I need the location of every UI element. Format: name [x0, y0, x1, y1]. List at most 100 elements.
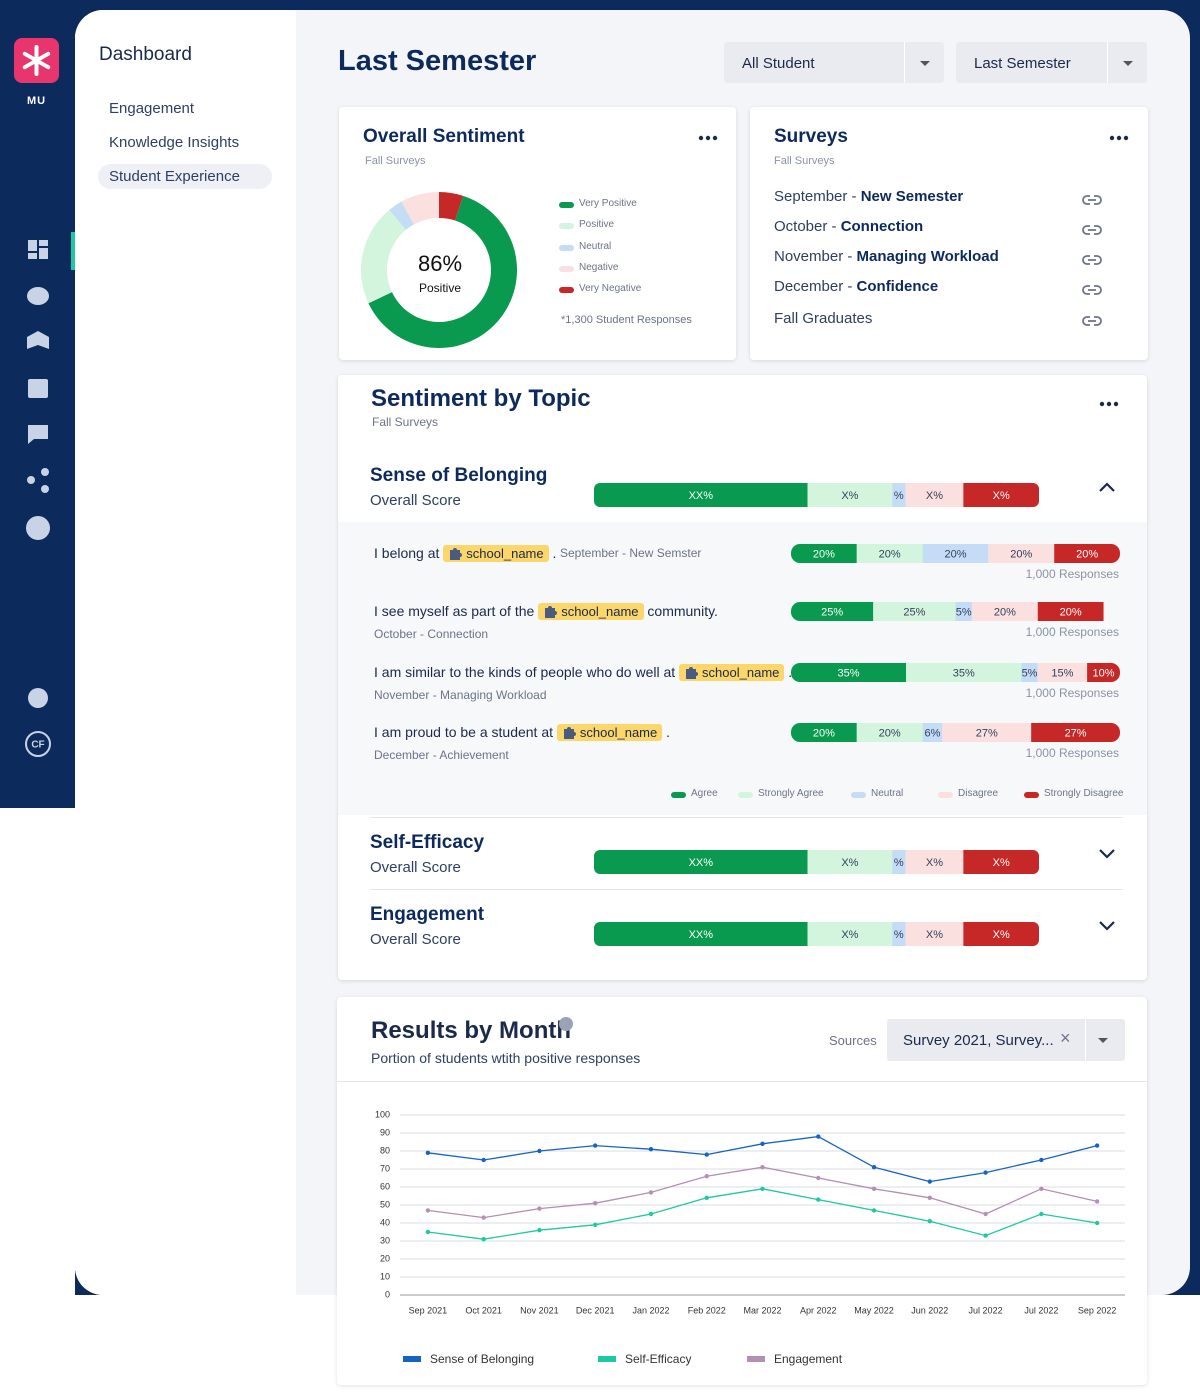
divider — [370, 817, 1123, 818]
series-point — [927, 1219, 933, 1224]
series-point — [1039, 1186, 1044, 1191]
icon[interactable] — [27, 287, 49, 305]
active-indicator — [71, 232, 75, 270]
legend-label: Neutral — [871, 788, 904, 799]
puzzle-icon — [563, 727, 576, 739]
survey-item[interactable]: Fall Graduates — [774, 310, 872, 327]
segments: XX% X%% X% X% — [594, 922, 1039, 946]
filter-select[interactable]: All Student — [724, 42, 944, 83]
nav-item[interactable]: Knowledge Insights — [109, 134, 240, 151]
dot — [1116, 135, 1122, 141]
more-menu[interactable] — [698, 135, 718, 141]
link-icon[interactable] — [1082, 224, 1102, 236]
question-after: . — [784, 664, 793, 680]
question-survey: October - Connection — [374, 627, 489, 641]
series-point — [1094, 1143, 1100, 1148]
series-point — [704, 1152, 709, 1157]
legend-swatch — [559, 202, 574, 208]
chevron[interactable] — [1098, 848, 1116, 860]
puzzle-path — [450, 548, 463, 560]
chevron[interactable] — [1098, 481, 1116, 493]
link-path — [1082, 225, 1102, 235]
legend-label: Disagree — [958, 788, 999, 799]
bar-label: 20% — [1076, 548, 1098, 560]
chevron[interactable] — [1098, 920, 1116, 932]
bar-segment — [963, 922, 1039, 946]
legend-swatch — [938, 792, 953, 798]
series-point — [816, 1134, 821, 1139]
series-point — [425, 1150, 431, 1155]
y-tick-label: 30 — [380, 1235, 390, 1245]
chevron-path — [1099, 849, 1115, 859]
icon — [28, 253, 37, 259]
bar-label: 27% — [976, 727, 998, 739]
series-point — [816, 1197, 821, 1202]
series-point — [481, 1157, 486, 1163]
legend-swatch — [1024, 792, 1039, 798]
school-chip: school_name — [443, 544, 549, 562]
link-icon[interactable] — [1082, 254, 1102, 266]
series-point — [816, 1175, 821, 1181]
nav-item[interactable]: Engagement — [109, 100, 195, 117]
series-point — [871, 1186, 877, 1191]
x-tick-label: Sep 2022 — [1078, 1305, 1117, 1315]
series-point — [1094, 1220, 1100, 1226]
responses: 1,000 Responses — [1025, 746, 1119, 760]
icon[interactable] — [28, 379, 48, 398]
sources-value: Survey 2021, Survey... — [903, 1032, 1054, 1049]
y-tick-label: 80 — [380, 1145, 390, 1155]
chip-label: school_name — [702, 664, 780, 680]
responses: 1,000 Responses — [1025, 686, 1119, 700]
more-menu[interactable] — [1099, 401, 1119, 407]
series-point — [481, 1237, 486, 1242]
y-tick-label: 10 — [380, 1271, 390, 1281]
y-tick-label: 100 — [375, 1109, 390, 1119]
bar-segment — [594, 483, 808, 507]
caret-path — [1123, 61, 1133, 66]
icon[interactable] — [25, 731, 51, 757]
legend-swatch — [559, 244, 574, 251]
icon[interactable] — [27, 476, 35, 484]
bar-segment — [1054, 544, 1120, 563]
more-menu[interactable] — [1109, 135, 1129, 141]
link-icon[interactable] — [1082, 194, 1102, 206]
chip-label: school_name — [466, 545, 544, 561]
nav-item[interactable]: Student Experience — [98, 164, 272, 189]
filter-label: All Student — [742, 55, 815, 72]
icon[interactable] — [28, 425, 48, 444]
card-subtitle: Portion of students wtith positive respo… — [371, 1050, 641, 1066]
card-title: Overall Sentiment — [363, 126, 525, 147]
legend-label: Neutral — [579, 240, 612, 252]
link-icon[interactable] — [1082, 284, 1102, 296]
survey-item[interactable]: October - Connection — [774, 218, 923, 235]
sources-select[interactable]: Survey 2021, Survey... × — [887, 1019, 1125, 1061]
dot — [1123, 135, 1129, 141]
bar-label: 20% — [994, 606, 1016, 618]
legend-label: Negative — [579, 261, 619, 273]
filter-select[interactable]: Last Semester — [956, 42, 1147, 83]
bar-segment — [594, 922, 808, 946]
legend-swatch — [747, 1356, 765, 1362]
bar-label: 35% — [953, 667, 975, 679]
donut-slice — [368, 195, 517, 348]
icon[interactable] — [27, 331, 49, 349]
question-after: . — [548, 545, 557, 561]
link-path — [1082, 316, 1102, 326]
survey-item[interactable]: December - Confidence — [774, 278, 938, 295]
icon[interactable] — [28, 688, 48, 708]
legend-swatch — [671, 792, 686, 798]
divider — [337, 1081, 1147, 1082]
bar-segment — [807, 922, 893, 946]
bar-label: X% — [841, 929, 858, 941]
y-tick-label: 60 — [380, 1181, 390, 1191]
survey-item[interactable]: November - Managing Workload — [774, 248, 999, 265]
dot — [698, 135, 704, 141]
icon[interactable] — [28, 240, 37, 251]
icon[interactable] — [26, 516, 50, 540]
icon — [39, 248, 48, 259]
series-point — [760, 1141, 765, 1146]
question-before: I am similar to the kinds of people who … — [374, 664, 680, 680]
link-icon[interactable] — [1082, 315, 1102, 327]
survey-item[interactable]: September - New Semester — [774, 188, 963, 205]
backdrop-gap — [0, 808, 75, 1295]
